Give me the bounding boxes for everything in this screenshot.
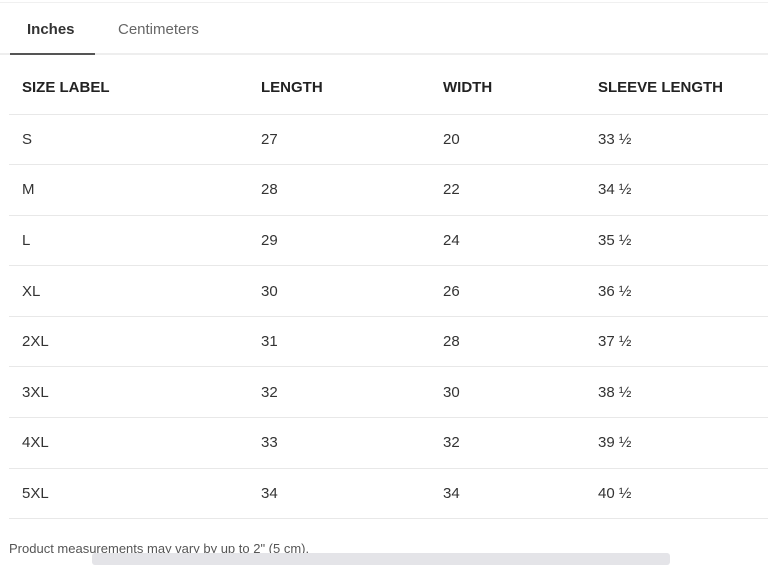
column-header: SIZE LABEL — [9, 62, 261, 115]
table-cell: 29 — [261, 215, 443, 267]
table-cell: 33 — [261, 417, 443, 469]
table-cell: M — [9, 164, 261, 216]
table-row: 3XL 32 30 38 ½ — [9, 366, 768, 419]
table-cell: 24 — [443, 215, 598, 267]
table-row: L 29 24 35 ½ — [9, 215, 768, 267]
table-cell: 34 — [261, 468, 443, 520]
unit-tabs: Inches Centimeters — [0, 0, 768, 55]
table-row: S 27 20 33 ½ — [9, 114, 768, 166]
table-cell: 33 ½ — [598, 114, 768, 166]
table-row: XL 30 26 36 ½ — [9, 265, 768, 317]
table-cell: 28 — [261, 164, 443, 216]
table-header-row: SIZE LABEL LENGTH WIDTH SLEEVE LENGTH — [9, 62, 768, 115]
table-cell: 28 — [443, 316, 598, 368]
table-cell: 32 — [443, 417, 598, 469]
table-cell: 30 — [443, 366, 598, 419]
table-cell: 4XL — [9, 417, 261, 469]
table-cell: 27 — [261, 114, 443, 166]
table-cell: 39 ½ — [598, 417, 768, 469]
table-cell: 26 — [443, 265, 598, 317]
active-tab-indicator — [10, 53, 95, 55]
tab-centimeters[interactable]: Centimeters — [118, 21, 199, 38]
table-cell: XL — [9, 265, 261, 317]
table-cell: 5XL — [9, 468, 261, 520]
table-cell: 22 — [443, 164, 598, 216]
table-cell: 32 — [261, 366, 443, 419]
table-cell: 31 — [261, 316, 443, 368]
overlay-bar — [92, 553, 670, 565]
size-chart-table: SIZE LABEL LENGTH WIDTH SLEEVE LENGTH S 27 20… — [9, 62, 768, 520]
table-cell: 37 ½ — [598, 316, 768, 368]
table-cell: 34 ½ — [598, 164, 768, 216]
table-row: 4XL 33 32 39 ½ — [9, 417, 768, 469]
table-cell: 34 — [443, 468, 598, 520]
table-cell: S — [9, 114, 261, 166]
tab-inches[interactable]: Inches — [27, 21, 75, 38]
table-cell: 3XL — [9, 366, 261, 419]
table-cell: 35 ½ — [598, 215, 768, 267]
table-cell: 40 ½ — [598, 468, 768, 520]
table-cell: L — [9, 215, 261, 267]
column-header: LENGTH — [261, 62, 443, 115]
top-divider — [0, 2, 768, 3]
table-cell: 36 ½ — [598, 265, 768, 317]
column-header: WIDTH — [443, 62, 598, 115]
measurement-note: Product measurements may vary by up to 2… — [9, 541, 310, 556]
table-row: 2XL 31 28 37 ½ — [9, 316, 768, 368]
table-row: M 28 22 34 ½ — [9, 164, 768, 216]
table-cell: 38 ½ — [598, 366, 768, 419]
table-row: 5XL 34 34 40 ½ — [9, 468, 768, 520]
table-cell: 30 — [261, 265, 443, 317]
column-header: SLEEVE LENGTH — [598, 62, 768, 115]
table-cell: 20 — [443, 114, 598, 166]
table-cell: 2XL — [9, 316, 261, 368]
